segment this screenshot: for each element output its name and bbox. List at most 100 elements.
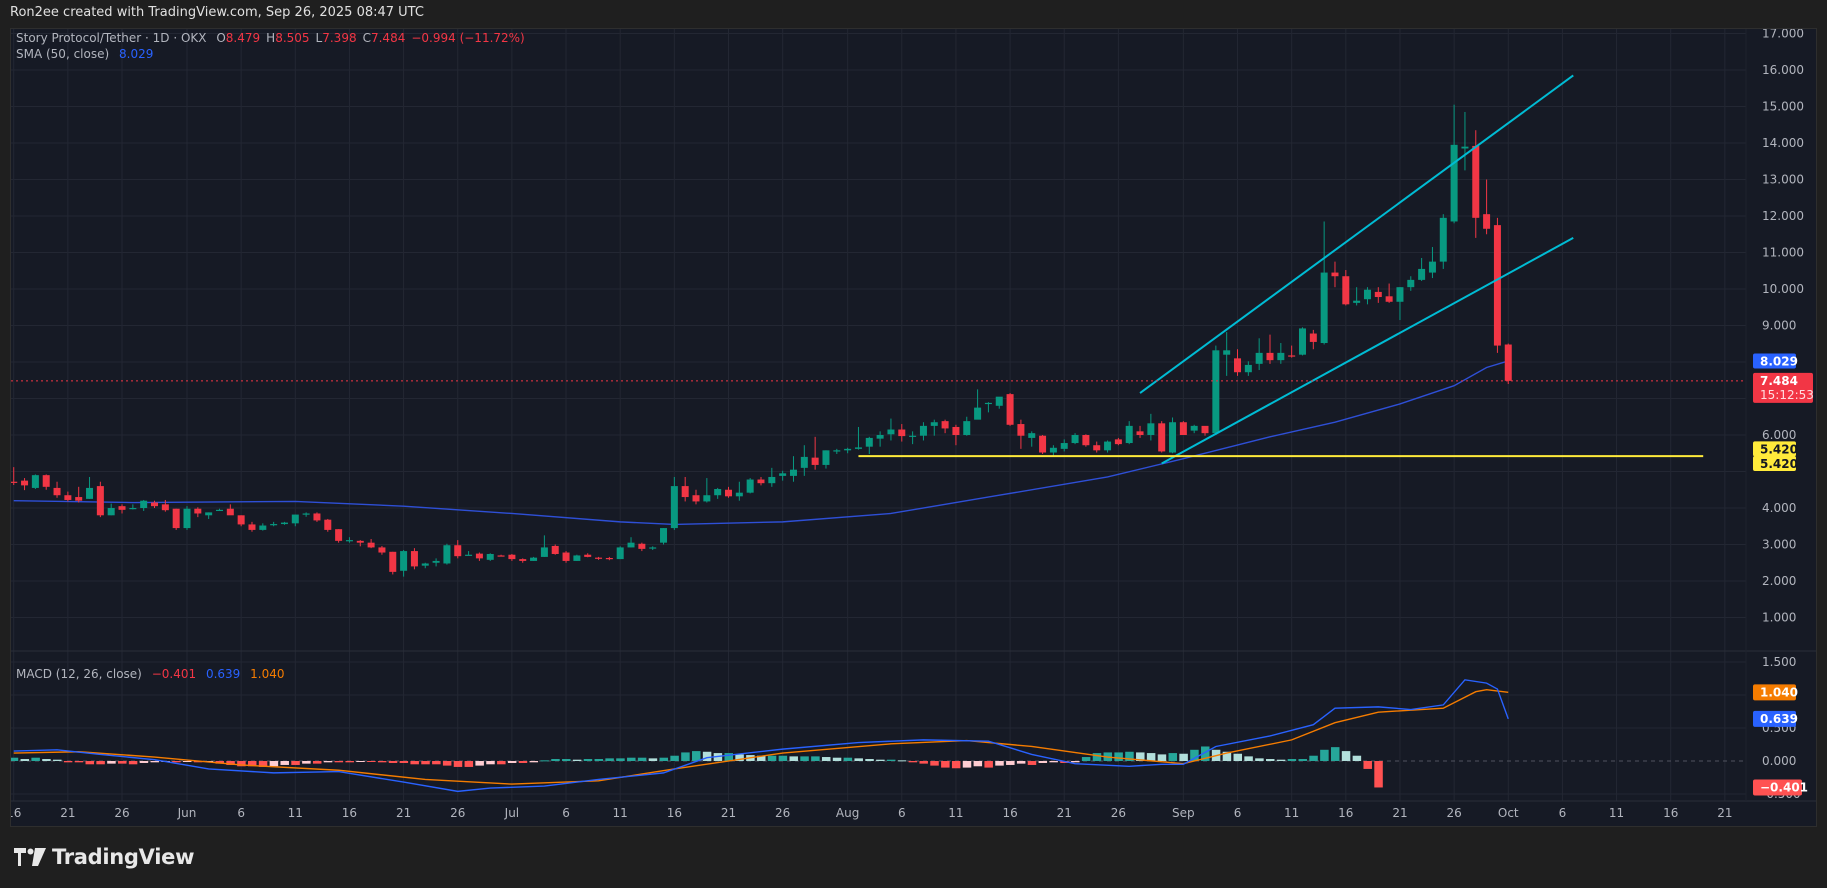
candle-body[interactable] (53, 487, 61, 496)
candle-body[interactable] (1082, 435, 1090, 446)
candle-body[interactable] (811, 457, 819, 465)
candle-body[interactable] (183, 508, 191, 529)
candle-body[interactable] (887, 429, 895, 435)
candle-body[interactable] (215, 509, 223, 512)
candle-body[interactable] (1049, 447, 1057, 453)
candle-body[interactable] (421, 563, 429, 566)
candle-body[interactable] (930, 422, 938, 426)
candle-body[interactable] (789, 469, 797, 476)
candle-body[interactable] (172, 508, 180, 529)
candle-body[interactable] (86, 487, 94, 499)
candle-body[interactable] (1223, 350, 1231, 355)
candle-body[interactable] (909, 435, 917, 437)
candle-body[interactable] (984, 402, 992, 405)
candle-body[interactable] (345, 540, 353, 542)
candle-body[interactable] (540, 547, 548, 557)
candle-body[interactable] (638, 543, 646, 549)
candle-body[interactable] (714, 489, 722, 496)
candle-body[interactable] (161, 504, 169, 511)
candle-body[interactable] (530, 557, 538, 561)
candle-body[interactable] (1212, 350, 1220, 434)
candle-body[interactable] (291, 514, 299, 524)
sma-line[interactable] (13, 360, 1509, 526)
candle-body[interactable] (1147, 423, 1155, 435)
candle-body[interactable] (1504, 344, 1512, 381)
candle-body[interactable] (1104, 441, 1112, 451)
candle-body[interactable] (1039, 435, 1047, 453)
candle-body[interactable] (432, 560, 440, 563)
candle-body[interactable] (974, 407, 982, 420)
candle-body[interactable] (1158, 423, 1166, 452)
candle-body[interactable] (205, 512, 213, 516)
candle-body[interactable] (573, 555, 581, 561)
candle-body[interactable] (627, 542, 635, 548)
candle-body[interactable] (1493, 225, 1501, 346)
candle-body[interactable] (107, 508, 115, 516)
candle-body[interactable] (410, 551, 418, 567)
macd-legend[interactable]: MACD (12, 26, close) −0.401 0.639 1.040 (16, 667, 290, 681)
candle-body[interactable] (367, 542, 375, 548)
candle-body[interactable] (42, 475, 50, 487)
candle-body[interactable] (443, 545, 451, 564)
candle-body[interactable] (226, 508, 234, 516)
candle-body[interactable] (519, 559, 527, 561)
candle-body[interactable] (1483, 214, 1491, 229)
candle-body[interactable] (865, 437, 873, 447)
candle-body[interactable] (584, 554, 592, 557)
candle-body[interactable] (313, 513, 321, 521)
candle-body[interactable] (1234, 358, 1242, 373)
candle-body[interactable] (378, 547, 386, 553)
candle-body[interactable] (1114, 439, 1122, 445)
candle-body[interactable] (248, 524, 256, 530)
candle-body[interactable] (1288, 355, 1296, 357)
candle-body[interactable] (1353, 300, 1361, 303)
candle-body[interactable] (822, 450, 830, 465)
candle-body[interactable] (757, 479, 765, 484)
candle-body[interactable] (919, 425, 927, 436)
candle-body[interactable] (1320, 272, 1328, 344)
candle-body[interactable] (941, 421, 949, 429)
candle-body[interactable] (270, 524, 278, 526)
symbol-name[interactable]: Story Protocol/Tether · 1D · OKX (16, 31, 207, 45)
candle-body[interactable] (1125, 425, 1133, 444)
candle-body[interactable] (400, 551, 408, 571)
candle-body[interactable] (1244, 364, 1252, 373)
candle-body[interactable] (1450, 144, 1458, 222)
candle-body[interactable] (1136, 431, 1144, 435)
candle-body[interactable] (1017, 424, 1025, 436)
candle-body[interactable] (562, 552, 570, 561)
candle-body[interactable] (194, 508, 202, 514)
candle-body[interactable] (649, 547, 657, 549)
candle-body[interactable] (768, 476, 776, 484)
candle-body[interactable] (64, 495, 72, 500)
candle-body[interactable] (1342, 276, 1350, 305)
candle-body[interactable] (681, 486, 689, 498)
candle-body[interactable] (746, 479, 754, 493)
candle-body[interactable] (1266, 352, 1274, 361)
macd-signal-line[interactable] (13, 689, 1509, 785)
candle-body[interactable] (475, 553, 483, 559)
candle-body[interactable] (876, 435, 884, 439)
candle-body[interactable] (259, 525, 267, 530)
candle-body[interactable] (692, 495, 700, 502)
candle-body[interactable] (995, 396, 1003, 406)
candle-body[interactable] (31, 475, 39, 488)
candle-body[interactable] (1407, 279, 1415, 288)
candle-body[interactable] (356, 540, 364, 543)
candle-body[interactable] (725, 489, 732, 497)
candle-body[interactable] (1298, 328, 1306, 355)
candle-body[interactable] (389, 551, 397, 572)
candle-body[interactable] (335, 529, 343, 541)
candle-body[interactable] (660, 528, 668, 543)
lower-trendline[interactable] (1161, 237, 1574, 465)
candle-body[interactable] (963, 421, 971, 435)
candle-body[interactable] (1309, 333, 1317, 342)
candle-body[interactable] (1439, 217, 1447, 262)
chart-frame[interactable]: 17.000 16.000 15.000 14.000 13.000 12.000 11.0… (10, 28, 1817, 827)
candle-body[interactable] (1418, 268, 1426, 280)
candle-body[interactable] (11, 481, 18, 483)
candle-body[interactable] (508, 554, 516, 560)
candle-body[interactable] (151, 502, 159, 507)
candle-body[interactable] (237, 515, 245, 525)
candle-body[interactable] (280, 522, 288, 525)
